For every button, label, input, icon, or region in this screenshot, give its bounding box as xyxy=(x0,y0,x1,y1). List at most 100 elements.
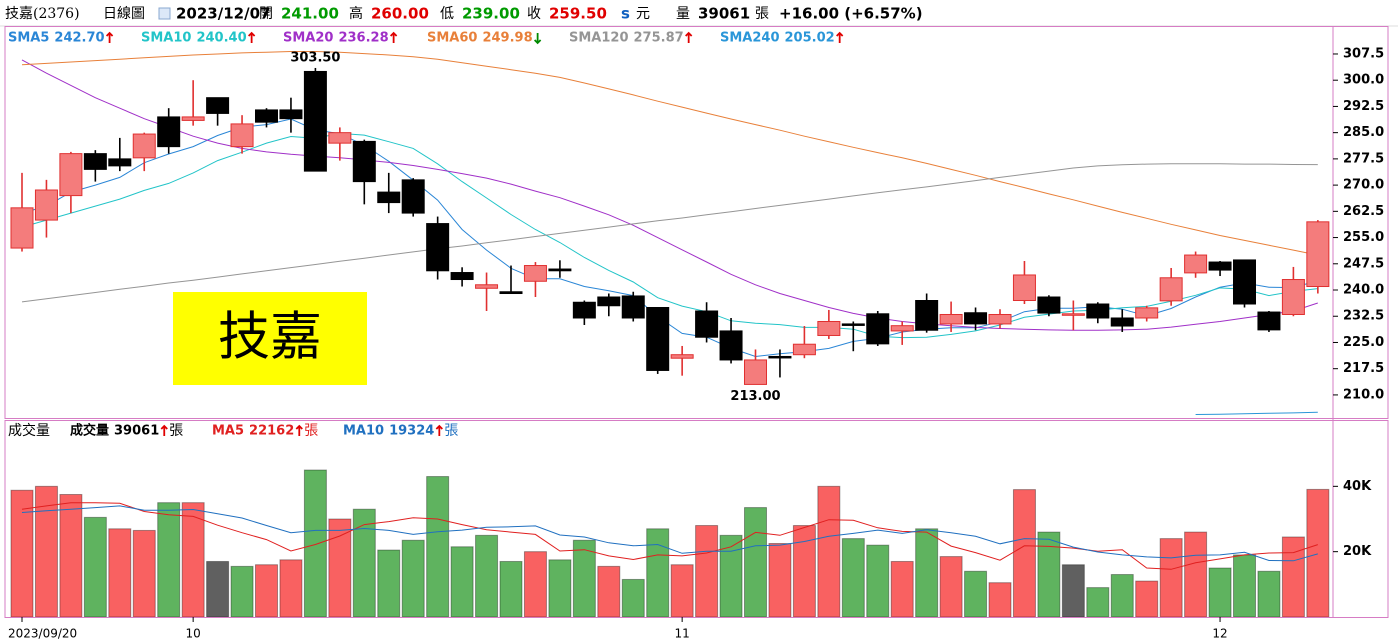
y-tick-label: 20K xyxy=(1343,544,1372,559)
candle-body xyxy=(768,355,792,359)
volume-bar xyxy=(915,528,939,617)
ma-line xyxy=(21,502,1318,570)
ma-line xyxy=(1195,411,1318,415)
high-value: 260.00 xyxy=(371,5,429,23)
volume-bar xyxy=(1012,489,1036,617)
candle-body xyxy=(499,291,523,295)
candle-body xyxy=(83,153,107,170)
price-annotation: 213.00 xyxy=(730,389,780,404)
trend-arrow xyxy=(247,31,256,43)
volume-bar xyxy=(1257,570,1281,617)
y-tick-label: 217.5 xyxy=(1343,361,1384,376)
volume-bar xyxy=(206,560,230,617)
volume-bar xyxy=(939,556,963,617)
volume-bar xyxy=(83,516,107,617)
volume-bar xyxy=(377,549,401,617)
open-label: 開 xyxy=(259,6,273,22)
candle-body xyxy=(475,284,499,289)
overlay-box xyxy=(173,292,367,385)
volume-bar xyxy=(279,559,303,617)
high-label: 高 xyxy=(349,5,363,22)
view-icon[interactable] xyxy=(158,7,171,20)
volume-bar xyxy=(841,538,865,617)
volume-bar xyxy=(548,559,572,617)
low-label: 低 xyxy=(440,6,454,22)
candle-body xyxy=(841,323,865,326)
legend-value: 205.02 xyxy=(785,31,835,46)
price-plot xyxy=(10,51,1330,415)
legend-value: 19324 xyxy=(389,424,434,439)
y-tick-label: 292.5 xyxy=(1343,99,1384,114)
trend-arrow xyxy=(160,424,168,436)
candle-body xyxy=(108,158,132,167)
candle-body xyxy=(621,295,645,319)
y-tick-label: 210.0 xyxy=(1343,387,1384,402)
price-annotation: 303.50 xyxy=(290,50,340,65)
candle-body xyxy=(523,265,547,282)
price-panel-frame xyxy=(4,26,1389,419)
x-tick-label: 12 xyxy=(1212,627,1227,641)
ma-line xyxy=(21,59,1318,331)
volume-bar xyxy=(59,494,83,617)
candle-body xyxy=(572,301,596,319)
legend-name: SMA20 xyxy=(283,31,333,46)
candle-body xyxy=(255,109,278,123)
legend-value: 240.40 xyxy=(196,31,246,46)
candle-body xyxy=(206,97,230,114)
volume-bar xyxy=(1135,580,1159,617)
candle-body xyxy=(230,123,254,148)
volume-bar xyxy=(499,560,523,617)
legend-value: 275.87 xyxy=(634,31,684,46)
volume-bar xyxy=(866,544,890,617)
volume-bar xyxy=(1233,554,1256,617)
volume-bar xyxy=(695,525,719,617)
volume-bar xyxy=(426,476,450,617)
legend-name: SMA240 xyxy=(720,31,780,46)
candle-body xyxy=(646,306,670,371)
volume-value: 39061 xyxy=(698,5,750,23)
candle-body xyxy=(132,133,156,159)
candle-body xyxy=(597,296,621,307)
trend-arrow xyxy=(533,33,542,45)
volume-bar xyxy=(817,485,841,617)
volume-bar xyxy=(1110,574,1134,617)
trend-arrow xyxy=(295,424,303,436)
legend-name: MA10 xyxy=(343,424,384,439)
candle-body xyxy=(279,109,303,120)
candle-body xyxy=(181,116,205,121)
volume-bar xyxy=(450,546,474,617)
candle-body xyxy=(719,330,743,361)
candle-body xyxy=(915,300,939,331)
legend-value: 242.70 xyxy=(54,31,104,46)
legend-name: SMA120 xyxy=(569,31,629,46)
volume-bar xyxy=(597,565,621,617)
legend-name: SMA10 xyxy=(141,31,191,46)
date: 2023/12/07 xyxy=(176,5,270,23)
y-tick-label: 277.5 xyxy=(1343,151,1384,166)
candle-body xyxy=(939,313,963,325)
volume-bar xyxy=(792,525,816,617)
volume-bar xyxy=(988,582,1012,617)
candle-body xyxy=(1257,311,1281,331)
candle-body xyxy=(744,359,767,385)
candle-body xyxy=(303,70,327,172)
y-tick-label: 262.5 xyxy=(1343,204,1384,219)
x-tick-label: 10 xyxy=(186,627,201,641)
volume-bar xyxy=(328,518,352,617)
currency: 元 xyxy=(636,6,650,22)
volume-bar xyxy=(255,564,278,617)
volume-bar xyxy=(621,578,645,617)
candle-body xyxy=(1306,221,1330,288)
y-tick-label: 232.5 xyxy=(1343,309,1384,324)
volume-bar xyxy=(670,564,694,617)
volume-plot xyxy=(10,469,1330,617)
legend-value: 22162 xyxy=(249,424,294,439)
ma-line xyxy=(21,505,1318,562)
volume-label: 量 xyxy=(676,6,690,22)
view-label[interactable]: 日線圖 xyxy=(103,6,145,22)
candle-body xyxy=(988,313,1012,325)
candle-body xyxy=(1110,317,1134,327)
candle-body xyxy=(670,354,694,359)
volume-bar xyxy=(890,560,914,617)
ma-line xyxy=(21,163,1318,303)
